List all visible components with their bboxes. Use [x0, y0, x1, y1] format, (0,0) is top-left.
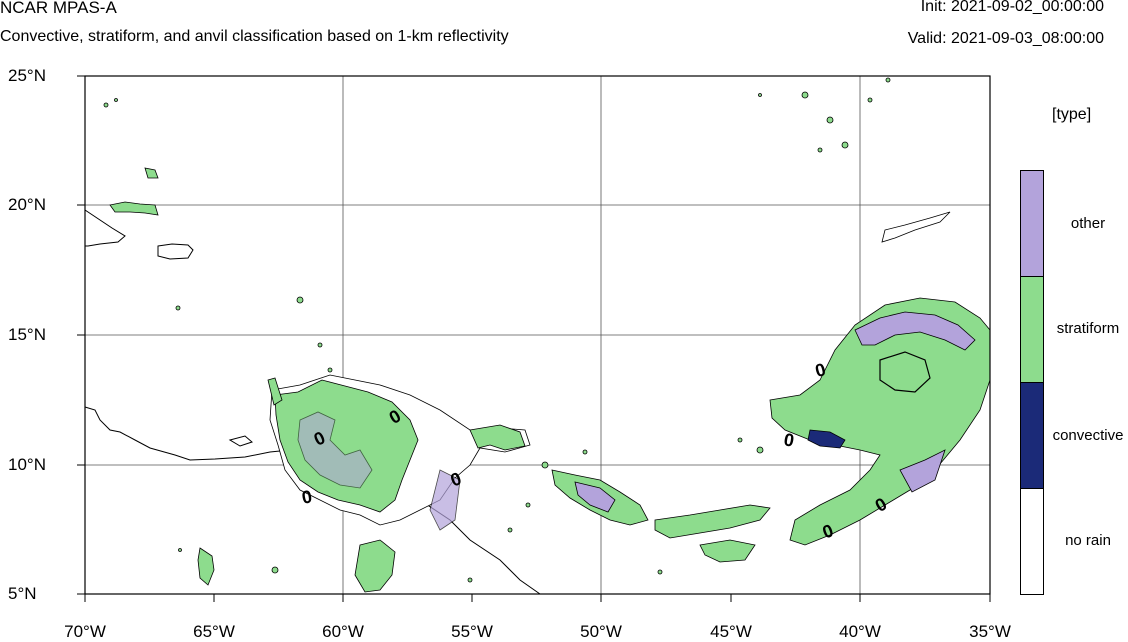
lon-tick-label: 35°W: [969, 622, 1011, 641]
precip-west: [197, 374, 531, 593]
precip-central: [551, 469, 771, 563]
lon-tick-label: 45°W: [710, 622, 752, 641]
lon-tick-label: 40°W: [839, 622, 881, 641]
colorbar-swatch-no-rain: [1020, 488, 1044, 595]
lon-tick-label: 60°W: [322, 622, 364, 641]
init-time: Init: 2021-09-02_00:00:00: [920, 0, 1104, 15]
contour-label: 0: [300, 486, 313, 507]
colorbar-title: [type]: [1052, 106, 1092, 123]
tick-marks: [77, 75, 991, 602]
lon-tick-label: 70°W: [64, 622, 106, 641]
lon-tick-label: 65°W: [193, 622, 235, 641]
colorbar-label: convective: [1052, 427, 1124, 444]
lat-tick-label: 10°N: [8, 455, 46, 474]
model-name: NCAR MPAS-A: [0, 0, 117, 17]
lat-tick-label: 15°N: [8, 325, 46, 344]
lon-tick-label: 55°W: [451, 622, 493, 641]
colorbar-swatch-stratiform: [1020, 276, 1044, 383]
precip-storm: [769, 211, 991, 546]
lat-tick-label: 20°N: [8, 195, 46, 214]
scattered-cells: [103, 77, 891, 583]
lat-tick-label: 5°N: [8, 584, 37, 603]
colorbar-label: stratiform: [1056, 320, 1120, 337]
valid-time: Valid: 2021-09-03_08:00:00: [907, 30, 1104, 47]
colorbar-swatch-convective: [1020, 382, 1044, 489]
contour-label: 0: [813, 359, 828, 381]
contour-label: 0: [782, 429, 795, 450]
colorbar-label: other: [1070, 215, 1106, 232]
colorbar-swatch-other: [1020, 170, 1044, 277]
lon-tick-label: 50°W: [580, 622, 622, 641]
lat-tick-label: 25°N: [8, 66, 46, 85]
figure-subtitle: Convective, stratiform, and anvil classi…: [0, 28, 509, 45]
colorbar-label: no rain: [1065, 532, 1111, 549]
